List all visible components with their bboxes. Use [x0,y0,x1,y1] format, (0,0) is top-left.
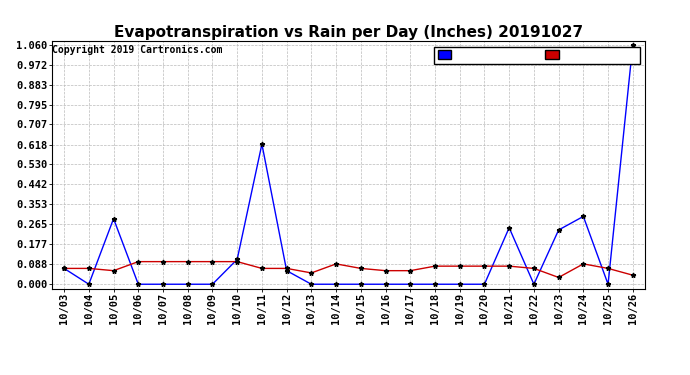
Line: ET (Inches): ET (Inches) [61,259,635,280]
Rain (Inches) [382,282,390,286]
Rain (Inches) [505,225,513,230]
ET (Inches) [307,271,315,275]
Rain (Inches) [332,282,340,286]
ET (Inches) [505,264,513,268]
Rain (Inches) [282,268,290,273]
ET (Inches) [480,264,489,268]
Rain (Inches) [307,282,315,286]
ET (Inches) [629,273,637,278]
Text: Copyright 2019 Cartronics.com: Copyright 2019 Cartronics.com [52,45,223,55]
ET (Inches) [455,264,464,268]
ET (Inches) [208,260,217,264]
Rain (Inches) [357,282,365,286]
ET (Inches) [85,266,93,271]
Rain (Inches) [258,142,266,146]
ET (Inches) [530,266,538,271]
Rain (Inches) [208,282,217,286]
Rain (Inches) [184,282,192,286]
Rain (Inches) [629,42,637,47]
ET (Inches) [431,264,439,268]
Rain (Inches) [233,257,242,262]
Rain (Inches) [110,216,118,221]
ET (Inches) [134,260,142,264]
Rain (Inches) [60,266,68,271]
ET (Inches) [579,262,587,266]
ET (Inches) [604,266,612,271]
ET (Inches) [233,260,242,264]
Rain (Inches) [480,282,489,286]
ET (Inches) [184,260,192,264]
Rain (Inches) [134,282,142,286]
ET (Inches) [282,266,290,271]
Rain (Inches) [579,214,587,219]
Rain (Inches) [555,228,563,232]
Title: Evapotranspiration vs Rain per Day (Inches) 20191027: Evapotranspiration vs Rain per Day (Inch… [114,25,583,40]
ET (Inches) [332,262,340,266]
ET (Inches) [60,266,68,271]
Rain (Inches) [455,282,464,286]
Legend: Rain (Inches), ET (Inches): Rain (Inches), ET (Inches) [434,47,640,64]
ET (Inches) [406,268,415,273]
ET (Inches) [159,260,167,264]
Rain (Inches) [530,282,538,286]
Rain (Inches) [604,282,612,286]
Rain (Inches) [85,282,93,286]
ET (Inches) [110,268,118,273]
ET (Inches) [555,275,563,280]
Line: Rain (Inches): Rain (Inches) [61,42,635,286]
ET (Inches) [258,266,266,271]
Rain (Inches) [431,282,439,286]
ET (Inches) [357,266,365,271]
ET (Inches) [382,268,390,273]
Rain (Inches) [406,282,415,286]
Rain (Inches) [159,282,167,286]
